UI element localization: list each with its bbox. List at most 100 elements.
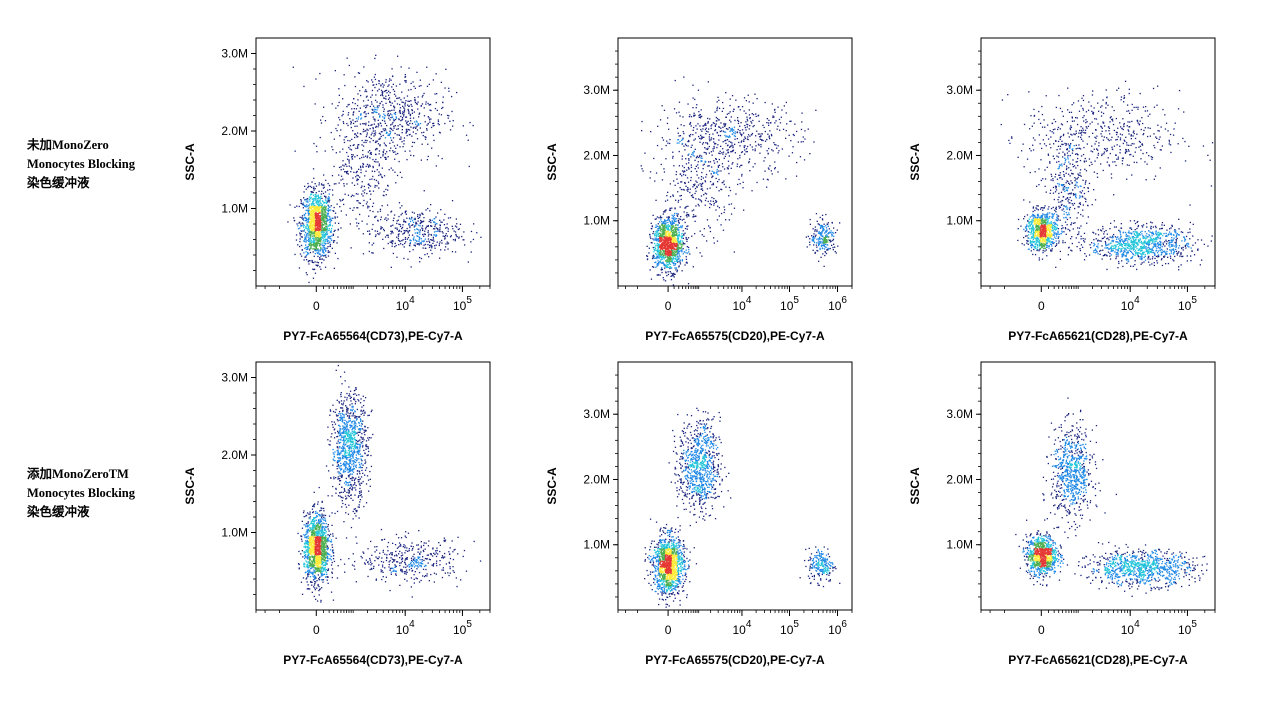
data-point xyxy=(304,256,306,258)
data-point xyxy=(673,238,675,240)
data-point xyxy=(727,160,730,162)
data-point xyxy=(357,207,359,209)
data-point xyxy=(766,150,768,152)
data-point xyxy=(435,235,437,237)
data-point xyxy=(315,222,317,224)
data-point xyxy=(729,119,731,121)
data-point xyxy=(433,122,435,124)
data-point xyxy=(342,160,344,162)
data-point xyxy=(300,225,302,227)
data-point xyxy=(300,199,302,201)
data-point xyxy=(395,182,397,184)
data-point xyxy=(301,215,304,217)
data-point xyxy=(687,166,690,169)
data-point xyxy=(359,213,361,216)
data-point xyxy=(414,239,417,241)
data-point xyxy=(676,215,679,217)
data-point xyxy=(666,224,668,226)
data-point xyxy=(705,133,707,135)
data-point xyxy=(680,188,683,191)
data-point xyxy=(401,129,403,131)
data-point xyxy=(670,231,672,233)
data-point xyxy=(401,226,404,229)
data-point xyxy=(403,140,405,142)
data-point xyxy=(357,144,359,146)
data-point xyxy=(416,71,418,73)
data-point xyxy=(705,197,707,199)
data-point xyxy=(646,258,649,261)
data-point xyxy=(674,239,676,241)
data-point xyxy=(672,284,675,286)
data-point xyxy=(418,216,421,219)
data-point xyxy=(819,224,821,227)
data-point xyxy=(674,217,676,219)
data-point xyxy=(315,247,318,249)
data-point xyxy=(687,181,690,183)
data-point xyxy=(712,182,714,184)
data-point xyxy=(326,226,328,228)
data-point xyxy=(382,228,385,230)
data-point xyxy=(311,232,313,235)
data-point xyxy=(677,250,679,252)
data-point xyxy=(792,146,794,148)
data-point xyxy=(737,122,740,124)
data-point xyxy=(420,85,422,87)
data-point xyxy=(705,148,707,150)
data-point xyxy=(732,145,734,147)
data-point xyxy=(367,230,369,232)
data-point xyxy=(664,226,667,229)
data-point xyxy=(675,173,677,176)
data-point xyxy=(697,167,699,169)
data-point xyxy=(667,266,670,269)
data-point xyxy=(428,246,431,249)
data-point xyxy=(374,170,376,173)
data-point xyxy=(322,217,324,219)
data-point xyxy=(338,116,340,119)
data-point xyxy=(679,240,681,242)
data-point xyxy=(309,210,311,212)
data-point xyxy=(372,252,374,254)
data-point xyxy=(319,219,321,221)
data-point xyxy=(659,119,662,121)
data-point xyxy=(676,237,678,240)
data-point xyxy=(385,194,387,196)
data-point xyxy=(641,120,643,123)
data-point xyxy=(742,187,744,189)
data-point xyxy=(312,206,314,208)
data-point xyxy=(374,153,377,155)
data-point xyxy=(722,181,724,184)
data-point xyxy=(392,141,394,143)
data-point xyxy=(670,254,672,256)
data-point xyxy=(681,170,684,172)
data-point xyxy=(390,210,393,212)
data-point xyxy=(657,256,659,258)
data-point xyxy=(330,131,332,134)
data-point xyxy=(318,204,321,206)
data-point xyxy=(685,262,687,264)
data-point xyxy=(346,106,348,108)
data-point xyxy=(396,256,398,258)
data-point xyxy=(740,133,742,135)
data-point xyxy=(308,240,310,243)
data-point xyxy=(685,249,687,251)
data-point xyxy=(410,154,412,156)
data-point xyxy=(344,193,346,195)
data-point xyxy=(825,252,828,255)
data-point xyxy=(677,201,679,203)
data-point xyxy=(664,224,666,226)
data-point xyxy=(417,124,419,126)
data-point xyxy=(771,173,773,175)
data-point xyxy=(313,189,315,191)
data-point xyxy=(309,216,311,218)
data-point xyxy=(339,135,341,137)
data-point xyxy=(819,232,821,235)
data-point xyxy=(420,219,422,222)
data-point xyxy=(295,239,298,241)
data-point xyxy=(313,239,315,241)
data-point xyxy=(673,234,675,236)
data-point xyxy=(310,196,312,199)
data-point xyxy=(327,199,330,202)
data-point xyxy=(361,144,363,146)
data-point xyxy=(729,98,731,100)
data-point xyxy=(686,246,688,248)
